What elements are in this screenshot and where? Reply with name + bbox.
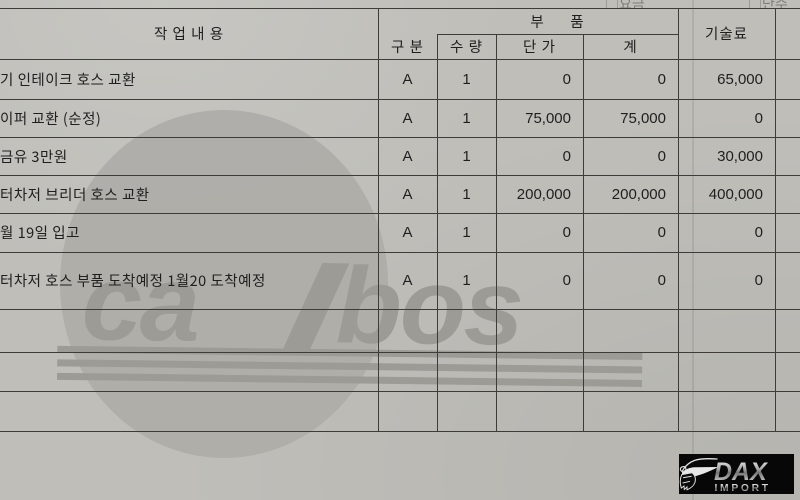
svg-text:IMPORT: IMPORT: [715, 483, 771, 494]
svg-text:DAX: DAX: [714, 458, 768, 486]
